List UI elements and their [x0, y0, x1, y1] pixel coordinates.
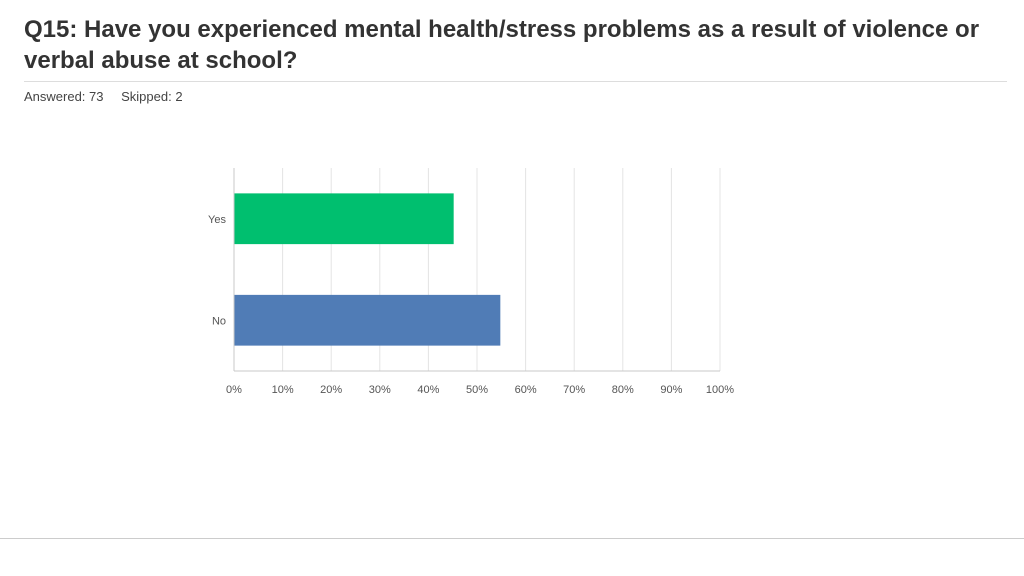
- x-tick-label: 40%: [417, 384, 439, 396]
- x-tick-label: 30%: [369, 384, 391, 396]
- title-divider: [24, 81, 1007, 82]
- chart-bars: [234, 193, 501, 346]
- skipped-count: Skipped: 2: [121, 89, 183, 104]
- x-tick-label: 100%: [706, 384, 734, 396]
- bar-no: [234, 294, 501, 346]
- x-tick-label: 70%: [563, 384, 585, 396]
- x-tick-label: 0%: [226, 384, 242, 396]
- x-tick-label: 80%: [612, 384, 634, 396]
- answered-count: Answered: 73: [24, 89, 104, 104]
- x-tick-label: 20%: [320, 384, 342, 396]
- bar-yes: [234, 193, 454, 245]
- question-title: Q15: Have you experienced mental health/…: [24, 16, 980, 74]
- category-label-yes: Yes: [208, 214, 226, 226]
- category-label-no: No: [212, 315, 226, 327]
- footer-divider: [0, 538, 1024, 539]
- response-stats: Answered: 73 Skipped: 2: [24, 89, 183, 105]
- x-tick-label: 90%: [660, 384, 682, 396]
- chart-labels: 0% 10% 20% 30% 40% 50% 60% 70% 80% 90% 100% Yes No: [208, 214, 734, 396]
- x-tick-label: 10%: [272, 384, 294, 396]
- x-tick-label: 60%: [515, 384, 537, 396]
- chart-axes: [233, 168, 720, 372]
- x-tick-label: 50%: [466, 384, 488, 396]
